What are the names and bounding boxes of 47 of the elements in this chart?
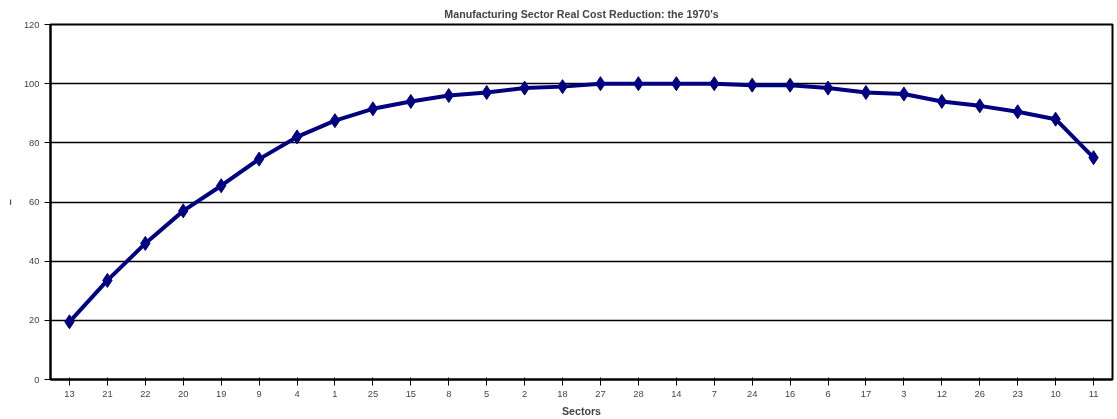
x-tick-label: 13 (64, 388, 75, 399)
x-tick-label: 26 (974, 388, 985, 399)
x-tick-label: 10 (1050, 388, 1061, 399)
y-tick-label: 100 (23, 78, 40, 89)
point (860, 85, 872, 101)
x-tick-label: 21 (102, 388, 113, 399)
x-tick-label: 22 (140, 388, 151, 399)
x-tick-label: 27 (595, 388, 606, 399)
point (253, 151, 265, 167)
x-tick-label: 24 (746, 388, 758, 399)
x-tick-label: 28 (633, 388, 644, 399)
y-tick-label: 0 (34, 374, 40, 385)
x-tick-label: 20 (178, 388, 189, 399)
x-tick-label: 15 (405, 388, 417, 399)
x-tick-label: 5 (484, 388, 490, 399)
x-tick-label: 19 (215, 388, 227, 399)
y-tick-label: 20 (29, 315, 40, 326)
x-tick-label: 12 (936, 388, 948, 399)
x-tick-label: 18 (557, 388, 568, 399)
y-tick-label: 60 (29, 197, 40, 207)
y-axis-title: – (3, 198, 16, 205)
point (443, 88, 454, 103)
y-tick-label: 40 (29, 256, 40, 267)
x-tick-label: 8 (446, 388, 452, 399)
x-axis-title: Sectors (561, 404, 602, 417)
point (329, 113, 341, 129)
y-tick-label: 80 (29, 137, 40, 148)
x-tick-label: 6 (825, 388, 831, 399)
x-tick-label: 17 (860, 388, 872, 399)
x-tick-label: 7 (711, 388, 717, 399)
point (898, 86, 910, 102)
point (822, 80, 834, 96)
x-tick-label: 9 (256, 388, 262, 399)
x-tick-label: 4 (294, 388, 300, 399)
x-tick-label: 16 (784, 388, 796, 399)
x-tick-label: 14 (671, 388, 682, 399)
x-tick-label: 25 (367, 388, 379, 399)
x-tick-label: 11 (1088, 388, 1099, 399)
point (784, 77, 796, 93)
x-tick-label: 23 (1012, 388, 1023, 399)
point (367, 101, 379, 117)
y-tick-label: 120 (23, 19, 40, 30)
x-tick-label: 1 (332, 388, 338, 399)
x-tick-label: 3 (901, 388, 907, 399)
x-tick-label: 2 (522, 388, 528, 399)
chart-title: Manufacturing Sector Real Cost Reduction: the 1970's (444, 7, 719, 20)
point (291, 129, 303, 145)
